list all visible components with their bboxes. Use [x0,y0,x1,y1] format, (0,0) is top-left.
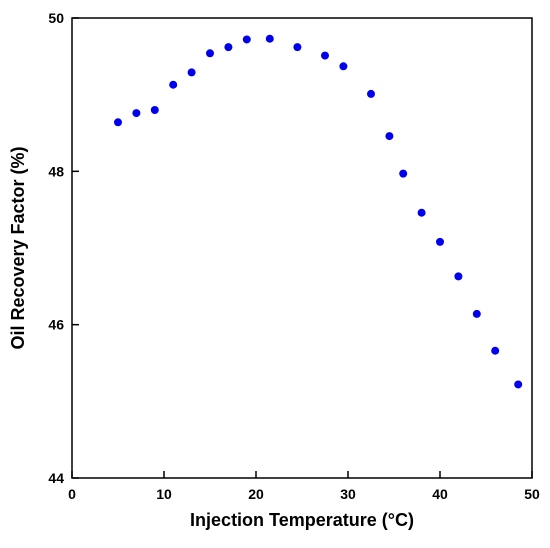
data-point [339,62,348,71]
data-point [385,132,394,141]
data-point [472,309,481,318]
data-point [321,51,329,60]
x-tick-label: 0 [68,486,76,502]
data-point [367,89,375,98]
data-point [514,380,523,389]
data-point [114,118,122,127]
x-tick-label: 50 [524,486,540,502]
data-point [132,109,141,118]
data-point [293,43,302,52]
plot-frame [71,17,533,479]
y-tick-label: 50 [48,10,64,26]
data-point [150,106,159,114]
data-point [436,237,444,246]
axis-ticks [71,17,533,479]
x-tick-label: 40 [432,486,448,502]
data-point [187,68,196,77]
axis-tick-labels: 0 10 20 30 40 50 44 46 48 50 [48,10,540,502]
x-tick-label: 20 [248,486,264,502]
y-tick-label: 46 [48,317,64,333]
y-tick-label: 44 [48,470,64,486]
data-point [491,346,500,355]
data-points [114,34,523,389]
data-point [454,272,463,281]
data-point [169,80,178,89]
data-point [265,34,274,43]
data-point [399,169,408,178]
y-tick-label: 48 [48,163,64,179]
y-axis-title: Oil Recovery Factor (%) [8,146,28,349]
data-point [417,208,426,217]
x-axis-title: Injection Temperature (°C) [190,510,414,530]
x-tick-label: 10 [156,486,172,502]
data-point [242,35,251,44]
x-tick-label: 30 [340,486,356,502]
data-point [224,43,233,52]
data-point [206,49,214,58]
